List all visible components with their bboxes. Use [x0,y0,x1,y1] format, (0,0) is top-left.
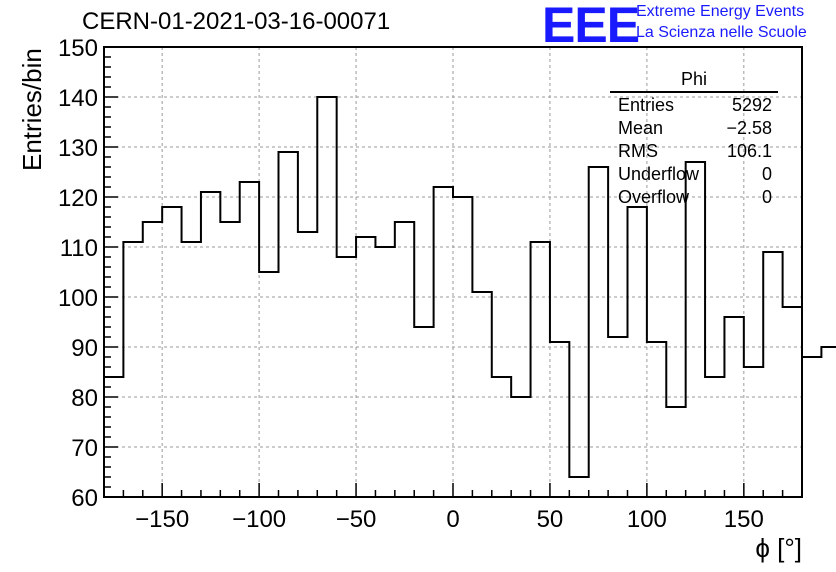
ticks-layer: −150 −100 −50 0 50 100 150 60 70 80 90 100 110 120 130… [58,35,803,533]
histogram-bin [724,317,743,497]
histogram-bin [628,207,647,497]
stat-row-underflow: Underflow 0 [610,163,778,186]
histogram-bin [162,207,181,497]
histogram-bin [686,162,705,497]
histogram-step-line [103,96,836,497]
stat-label: Underflow [618,164,700,184]
histogram-bin [531,242,550,497]
y-tick-label: 90 [71,335,98,362]
histogram-bin [550,342,569,497]
histogram-bin [763,252,782,497]
histogram-bin [375,247,394,497]
histogram-bin [182,242,201,497]
histogram-bin [647,342,666,497]
stat-label: Mean [618,118,664,138]
histogram-bin [434,187,453,497]
stat-value: 0 [761,164,772,184]
histogram-bin [453,197,472,497]
y-tick-label: 120 [58,185,98,212]
y-tick-label: 70 [71,435,98,462]
x-tick-label: 50 [537,506,564,533]
histogram-bin [123,242,142,497]
stat-label: Entries [618,95,675,115]
x-tick-label: 100 [627,506,667,533]
stat-value: 0 [761,187,772,207]
y-tick-label: 140 [58,85,98,112]
y-tick-label: 130 [58,135,98,162]
histogram-bin [414,327,433,497]
stats-box: Phi Entries 5292 Mean −2.58 RMS 106.1 Un… [610,68,778,209]
x-tick-label: 0 [446,506,459,533]
histogram-bin [279,152,298,497]
stat-label: RMS [618,141,658,161]
stat-value: −2.58 [726,118,772,138]
y-tick-label: 110 [60,235,98,262]
histogram-bin [783,307,802,497]
stat-row-entries: Entries 5292 [610,94,778,117]
histogram-bars [103,96,836,497]
histogram-bin [259,272,278,497]
histogram-bin [240,182,259,497]
histogram-bin [220,222,239,497]
histogram-bin [317,97,336,497]
histogram-bin [666,407,685,497]
histogram-bin [589,167,608,497]
histogram-bin [802,357,821,497]
stat-value: 106.1 [726,141,772,161]
eee-logo-mark: EEE [542,0,640,53]
histogram-bin [492,377,511,497]
logo-text-line1: Extreme Energy Events [636,3,805,20]
y-tick-label: 100 [58,285,98,312]
histogram-bin [744,367,763,497]
stat-label: Overflow [618,187,690,207]
stats-title: Phi [610,68,778,93]
histogram-bin [705,377,724,497]
histogram-bin [472,292,491,497]
chart-title: CERN-01-2021-03-16-00071 [82,8,391,35]
x-tick-label: −50 [336,506,377,533]
y-axis-label: Entries/bin [17,48,47,171]
y-tick-label: 60 [71,485,98,512]
stat-row-mean: Mean −2.58 [610,117,778,140]
histogram-bin [821,347,836,497]
histogram-bin [356,237,375,497]
stat-row-rms: RMS 106.1 [610,140,778,163]
histogram-bin [201,192,220,497]
x-axis-label: ϕ [°] [755,533,802,563]
histogram-bin [608,337,627,497]
x-tick-label: 150 [724,506,764,533]
x-tick-label: −150 [135,506,189,533]
y-tick-label: 150 [58,35,98,62]
histogram-bin [298,232,317,497]
x-tick-label: −100 [232,506,286,533]
stat-row-overflow: Overflow 0 [610,186,778,209]
histogram-bin [337,257,356,497]
logo-text-line2: La Scienza nelle Scuole [636,24,807,41]
histogram-bin [395,222,414,497]
stat-value: 5292 [731,95,772,115]
histogram-bin [569,477,588,497]
histogram-bin [511,397,530,497]
histogram-bin [143,222,162,497]
y-tick-label: 80 [71,385,98,412]
